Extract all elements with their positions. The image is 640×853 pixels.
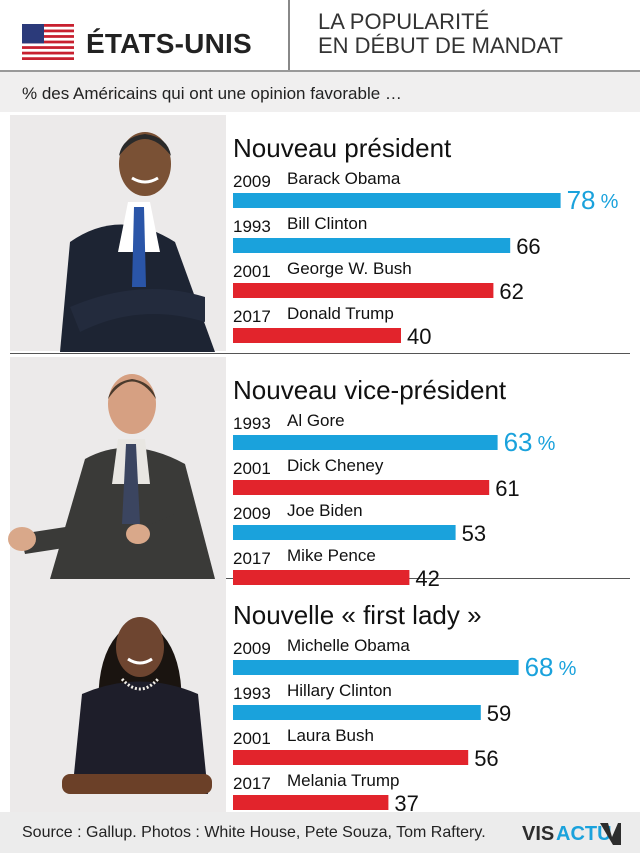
year-label: 1993	[233, 217, 271, 236]
header-divider	[288, 0, 290, 70]
data-label: 63	[504, 427, 533, 457]
year-label: 2017	[233, 774, 271, 793]
category-label: Dick Cheney	[287, 456, 384, 475]
category-label: Joe Biden	[287, 501, 363, 520]
subtitle-line-1: LA POPULARITÉ	[318, 9, 490, 34]
year-label: 2001	[233, 729, 271, 748]
category-label: Al Gore	[287, 411, 345, 430]
unit-label: %	[538, 433, 556, 455]
bar	[233, 283, 494, 298]
year-label: 1993	[233, 684, 271, 703]
year-label: 2009	[233, 504, 271, 523]
visactu-logo: VIS ACTU	[522, 823, 621, 845]
bar	[233, 750, 469, 765]
vice-president-photo	[8, 374, 215, 579]
data-label: 42	[415, 566, 439, 591]
us-flag-icon	[22, 24, 74, 60]
section-separator	[10, 353, 630, 354]
year-label: 2017	[233, 307, 271, 326]
bar	[233, 705, 481, 720]
bar	[233, 570, 410, 585]
chart-title: Nouveau vice-président	[233, 375, 507, 405]
bar	[233, 193, 561, 208]
unit-label: %	[559, 658, 577, 680]
header-rule	[0, 70, 640, 72]
bar	[233, 660, 519, 675]
category-label: Laura Bush	[287, 726, 374, 745]
header: ÉTATS-UNIS LA POPULARITÉ EN DÉBUT DE MAN…	[0, 0, 640, 80]
year-label: 2009	[233, 639, 271, 658]
data-label: 53	[462, 521, 486, 546]
bar	[233, 328, 401, 343]
bar	[233, 238, 511, 253]
logo-text-actu: ACTU	[556, 823, 612, 845]
chart-title: Nouveau président	[233, 133, 452, 163]
president-photo	[60, 132, 215, 352]
data-label: 66	[516, 234, 540, 259]
data-label: 62	[499, 279, 523, 304]
data-label: 56	[474, 746, 498, 771]
category-label: Mike Pence	[287, 546, 376, 565]
category-label: George W. Bush	[287, 259, 412, 278]
category-label: Michelle Obama	[287, 636, 410, 655]
bar	[233, 795, 389, 810]
category-label: Hillary Clinton	[287, 681, 392, 700]
data-label: 78	[567, 185, 596, 215]
bar	[233, 480, 490, 495]
subtitle-line-2: EN DÉBUT DE MANDAT	[318, 33, 563, 58]
header-subtitle: LA POPULARITÉ EN DÉBUT DE MANDAT	[318, 10, 563, 58]
data-label: 61	[495, 476, 519, 501]
category-label: Bill Clinton	[287, 214, 367, 233]
logo-text-vis: VIS	[522, 823, 554, 845]
logo-mark	[600, 823, 621, 845]
country-title: ÉTATS-UNIS	[86, 28, 252, 59]
bar	[233, 525, 456, 540]
first-lady-photo	[62, 617, 212, 794]
data-label: 40	[407, 324, 431, 349]
category-label: Barack Obama	[287, 169, 401, 188]
footer	[0, 812, 640, 853]
year-label: 2001	[233, 459, 271, 478]
chart-title: Nouvelle « first lady »	[233, 600, 482, 630]
year-label: 2017	[233, 549, 271, 568]
year-label: 1993	[233, 414, 271, 433]
year-label: 2009	[233, 172, 271, 191]
unit-label: %	[601, 191, 619, 213]
category-label: Donald Trump	[287, 304, 394, 323]
data-label: 68	[525, 652, 554, 682]
year-label: 2001	[233, 262, 271, 281]
data-label: 37	[394, 791, 418, 816]
bar	[233, 435, 498, 450]
category-label: Melania Trump	[287, 771, 399, 790]
intro-band	[0, 72, 640, 112]
intro-text: % des Américains qui ont une opinion fav…	[22, 84, 402, 103]
source-text: Source : Gallup. Photos : White House, P…	[22, 824, 486, 841]
data-label: 59	[487, 701, 511, 726]
